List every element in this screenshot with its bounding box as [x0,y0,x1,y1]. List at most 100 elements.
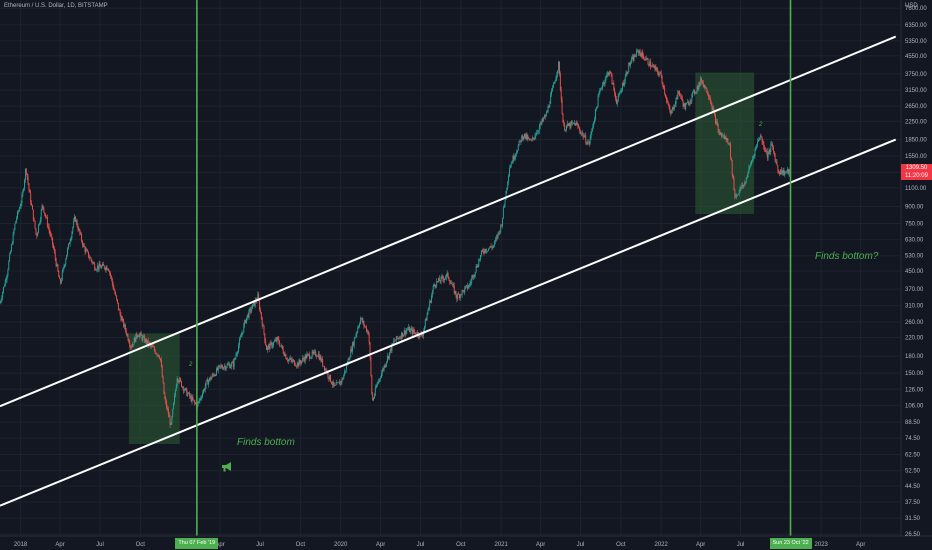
candle [435,285,437,289]
candle [409,327,411,335]
candle [365,326,367,329]
megaphone-icon[interactable] [222,462,231,472]
candle [248,308,250,320]
candle [288,356,290,362]
candle [168,412,170,418]
candle [469,280,471,288]
candle [527,134,529,142]
candle [619,90,621,95]
candle [162,375,164,384]
candle [225,366,227,371]
candle [200,395,202,401]
candle [223,366,225,371]
candle [201,394,203,402]
time-axis[interactable] [0,536,932,550]
candle [658,70,659,78]
candle [298,358,300,367]
candle [229,362,231,369]
candle [307,352,309,357]
candle [128,338,130,344]
candle [480,249,482,257]
candle [534,133,536,141]
candle [402,334,404,337]
x-tick-label: 2021 [494,542,508,548]
candle [588,141,590,147]
candle [475,263,477,273]
candle [246,314,248,321]
candle [506,187,508,194]
candle [72,226,74,234]
candle [100,264,102,269]
candle [772,141,773,150]
candle [509,164,511,169]
candle [665,93,667,99]
candle [507,180,509,190]
candle [115,291,117,297]
candle [660,69,662,79]
candle [743,184,745,190]
candle [30,190,32,206]
candle [353,336,355,349]
candle [460,294,462,296]
candle [515,152,517,161]
candle [608,71,610,77]
candle [760,134,762,138]
candle [282,345,284,354]
candle [645,55,647,61]
candle [573,122,574,125]
candle [496,234,498,241]
candle [250,306,252,315]
y-tick-label: 126.00 [905,387,924,393]
candle [628,62,630,73]
candle [382,368,384,372]
candle [580,131,582,137]
candle [287,357,289,363]
candle [639,48,641,57]
candle [489,245,491,249]
candle [163,382,165,395]
candle [265,337,267,346]
candle [147,337,149,349]
candle [349,355,351,363]
candle [616,95,617,105]
candle [375,384,377,389]
candle [579,126,581,134]
candle [643,53,645,60]
candle [273,341,275,348]
candle [440,275,442,285]
candle [494,240,496,248]
candle [348,357,350,360]
candle [352,341,353,355]
candle [114,289,116,295]
candle [48,223,50,234]
y-tick-label: 62.50 [905,452,921,458]
candle [553,81,555,84]
candle [33,217,35,222]
candle [504,198,506,208]
price-axis[interactable] [901,0,932,536]
candle [779,170,781,177]
candle [124,323,126,334]
candle [322,356,324,368]
candle [748,164,750,174]
candle [734,188,736,200]
candle [123,318,125,328]
channel-line-upper[interactable] [0,35,897,408]
candle [541,118,543,126]
candle [689,98,691,106]
candle [5,276,7,284]
candle [254,297,256,309]
candle [497,232,499,239]
x-tick-label: Apr [215,542,224,548]
candle [78,226,80,232]
candle [453,282,455,295]
candle [194,399,196,406]
channel-line-lower[interactable] [0,138,897,507]
candle [153,343,154,348]
candle [3,286,4,294]
candle [746,174,748,180]
candle [103,265,105,270]
candle [341,377,343,385]
candle [635,54,637,58]
